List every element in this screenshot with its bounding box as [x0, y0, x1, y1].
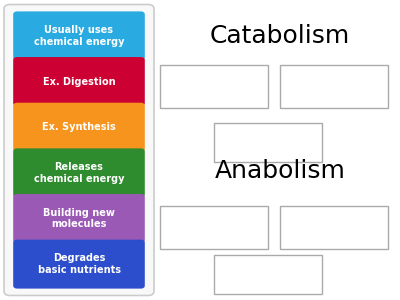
Bar: [280, 64, 388, 108]
Bar: [280, 206, 388, 249]
FancyBboxPatch shape: [13, 240, 145, 289]
Bar: [160, 64, 268, 108]
Text: Releases
chemical energy: Releases chemical energy: [34, 162, 124, 184]
FancyBboxPatch shape: [13, 11, 145, 60]
Bar: [160, 206, 268, 249]
Bar: [214, 123, 322, 162]
Text: Ex. Synthesis: Ex. Synthesis: [42, 122, 116, 132]
FancyBboxPatch shape: [13, 194, 145, 243]
Text: Catabolism: Catabolism: [210, 24, 350, 48]
Text: Degrades
basic nutrients: Degrades basic nutrients: [38, 253, 120, 275]
Text: Usually uses
chemical energy: Usually uses chemical energy: [34, 25, 124, 47]
FancyBboxPatch shape: [4, 4, 154, 296]
Text: Anabolism: Anabolism: [214, 159, 346, 183]
Text: Ex. Digestion: Ex. Digestion: [43, 76, 115, 86]
FancyBboxPatch shape: [13, 103, 145, 152]
Bar: [214, 255, 322, 294]
FancyBboxPatch shape: [13, 57, 145, 106]
Text: Building new
molecules: Building new molecules: [43, 208, 115, 229]
FancyBboxPatch shape: [13, 148, 145, 197]
